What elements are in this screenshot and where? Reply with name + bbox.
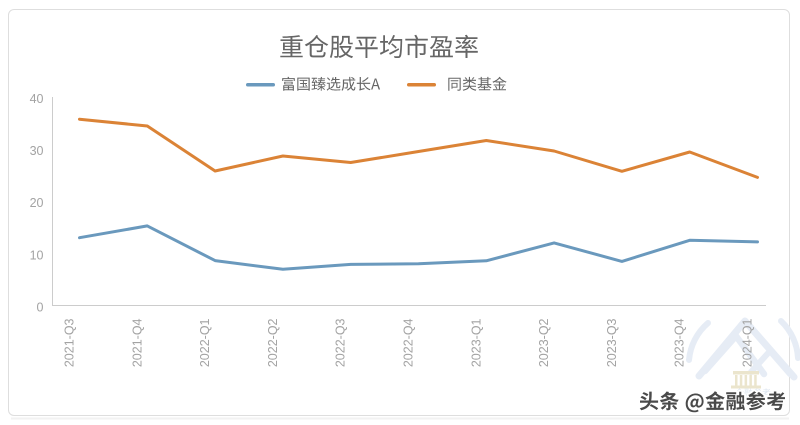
svg-text:20: 20: [30, 196, 44, 210]
svg-text:2022-Q4: 2022-Q4: [402, 318, 416, 367]
svg-text:2021-Q4: 2021-Q4: [130, 318, 144, 367]
svg-text:2022-Q2: 2022-Q2: [266, 318, 280, 367]
svg-text:2022-Q3: 2022-Q3: [334, 318, 348, 367]
svg-text:40: 40: [30, 92, 44, 106]
svg-text:2024-Q1: 2024-Q1: [741, 318, 755, 367]
svg-text:2023-Q3: 2023-Q3: [605, 318, 619, 367]
svg-text:2022-Q1: 2022-Q1: [198, 318, 212, 367]
svg-text:0: 0: [37, 300, 44, 314]
svg-text:2023-Q4: 2023-Q4: [673, 318, 687, 367]
svg-text:2023-Q2: 2023-Q2: [537, 318, 551, 367]
svg-text:2021-Q3: 2021-Q3: [63, 318, 77, 367]
svg-text:10: 10: [30, 248, 44, 262]
svg-text:2023-Q1: 2023-Q1: [469, 318, 483, 367]
svg-text:30: 30: [30, 144, 44, 158]
